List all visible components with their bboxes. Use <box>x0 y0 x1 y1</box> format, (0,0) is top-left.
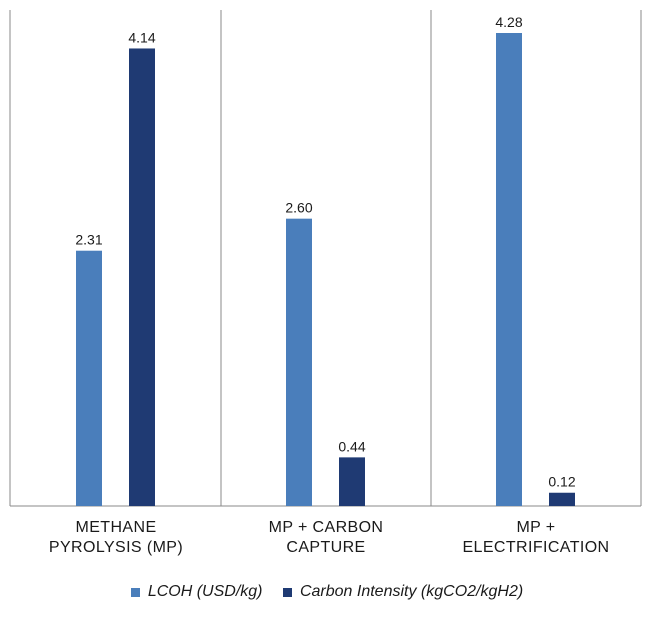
bar-carbon-intensity-kgco2-kgh2-0 <box>129 48 155 507</box>
bar-carbon-intensity-kgco2-kgh2-2 <box>549 492 575 506</box>
legend-item-carbon-intensity: Carbon Intensity (kgCO2/kgH2) <box>282 583 524 601</box>
bar-lcoh-usd-kg-1 <box>286 218 312 506</box>
bar-lcoh-usd-kg-2 <box>496 33 522 506</box>
legend-label-lcoh: LCOH (USD/kg) <box>147 583 263 600</box>
value-label-lcoh-usd-kg-2: 4.28 <box>495 14 522 30</box>
bar-carbon-intensity-kgco2-kgh2-1 <box>339 457 365 506</box>
category-label-methane-pyrolysis: METHANE PYROLYSIS (MP) <box>48 519 184 556</box>
bar-lcoh-usd-kg-0 <box>76 250 102 506</box>
legend-swatch-carbon-intensity <box>282 587 292 597</box>
value-label-lcoh-usd-kg-0: 2.31 <box>75 232 102 248</box>
value-label-carbon-intensity-kgco2-kgh2-0: 4.14 <box>128 29 155 45</box>
legend-item-lcoh: LCOH (USD/kg) <box>130 583 263 601</box>
value-label-carbon-intensity-kgco2-kgh2-1: 0.44 <box>338 438 365 454</box>
chart-legend: LCOH (USD/kg) Carbon Intensity (kgCO2/kg… <box>0 583 654 602</box>
category-label-carbon-capture: MP + CARBON CAPTURE <box>268 519 384 556</box>
value-label-carbon-intensity-kgco2-kgh2-2: 0.12 <box>548 474 575 490</box>
category-label-electrification: MP + ELECTRIFICATION <box>462 519 610 556</box>
value-label-lcoh-usd-kg-1: 2.60 <box>285 200 312 216</box>
legend-label-carbon-intensity: Carbon Intensity (kgCO2/kgH2) <box>299 583 524 600</box>
legend-swatch-lcoh <box>130 587 140 597</box>
